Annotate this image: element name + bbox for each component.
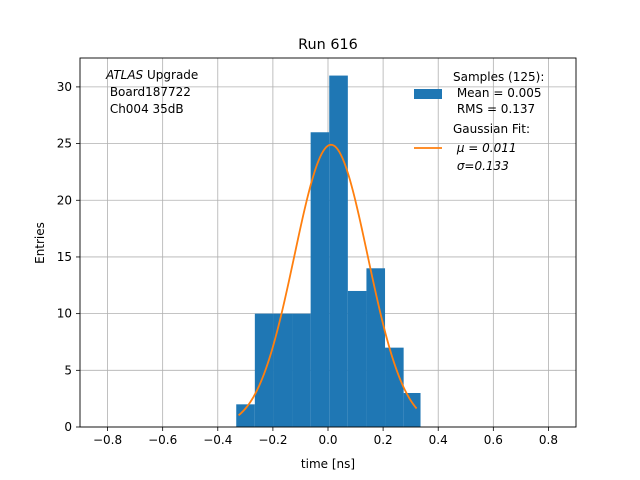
x-tick-label: 0.4 [429,433,448,447]
histogram-bar [236,404,255,427]
histogram-bar [385,347,404,427]
histogram-bar [254,313,274,427]
x-axis-label: time [ns] [301,457,355,471]
histogram-bars [236,75,421,428]
x-tick-label: 0.8 [539,433,558,447]
legend-samples-patch [414,89,442,99]
legend-samples-mean: Mean = 0.005 [453,86,542,100]
y-axis-label: Entries [33,222,47,264]
histogram-bar [310,132,330,427]
annotation-upgrade: Upgrade [143,68,198,82]
y-tick-label: 10 [57,307,72,321]
legend-fit-sigma: σ=0.133 [453,159,509,173]
annotation-channel: Ch004 35dB [106,102,184,116]
legend-samples-rms: RMS = 0.137 [453,102,535,116]
x-tick-label: −0.2 [258,433,287,447]
gaussian-fit-curve [238,143,418,416]
annotation-board: Board187722 [106,85,191,99]
atlas-annotation: ATLAS Upgrade Board187722 Ch004 35dB [105,68,198,116]
x-tick-label: −0.6 [148,433,177,447]
y-tick-label: 25 [57,137,72,151]
histogram-bar [403,392,421,427]
x-tick-label: −0.4 [203,433,232,447]
histogram-bar [329,75,348,428]
histogram-bar [292,313,311,427]
x-axis-ticks: −0.8 −0.6 −0.4 −0.2 0.0 0.2 0.4 0.6 0.8 [93,427,558,447]
legend-samples-label: Samples (125): [453,70,544,84]
y-tick-label: 30 [57,80,72,94]
legend: Samples (125): Mean = 0.005 RMS = 0.137 … [414,70,544,173]
legend-fit-label: Gaussian Fit: [453,122,530,136]
histogram-bar [366,268,386,427]
x-tick-label: −0.8 [93,433,122,447]
y-tick-label: 5 [64,363,72,377]
histogram-bar [347,290,367,427]
y-tick-label: 15 [57,250,72,264]
y-tick-label: 20 [57,193,72,207]
svg-text:ATLAS Upgrade: ATLAS Upgrade [105,68,198,82]
x-tick-label: 0.0 [318,433,337,447]
chart-title: Run 616 [298,37,358,53]
annotation-atlas-italic: ATLAS [105,68,144,82]
y-tick-label: 0 [64,420,72,434]
legend-fit-mu: μ = 0.011 [453,141,517,155]
x-tick-label: 0.2 [374,433,393,447]
x-tick-label: 0.6 [484,433,503,447]
histogram-bar [273,313,293,427]
y-axis-ticks: 0 5 10 15 20 25 30 [57,80,80,434]
